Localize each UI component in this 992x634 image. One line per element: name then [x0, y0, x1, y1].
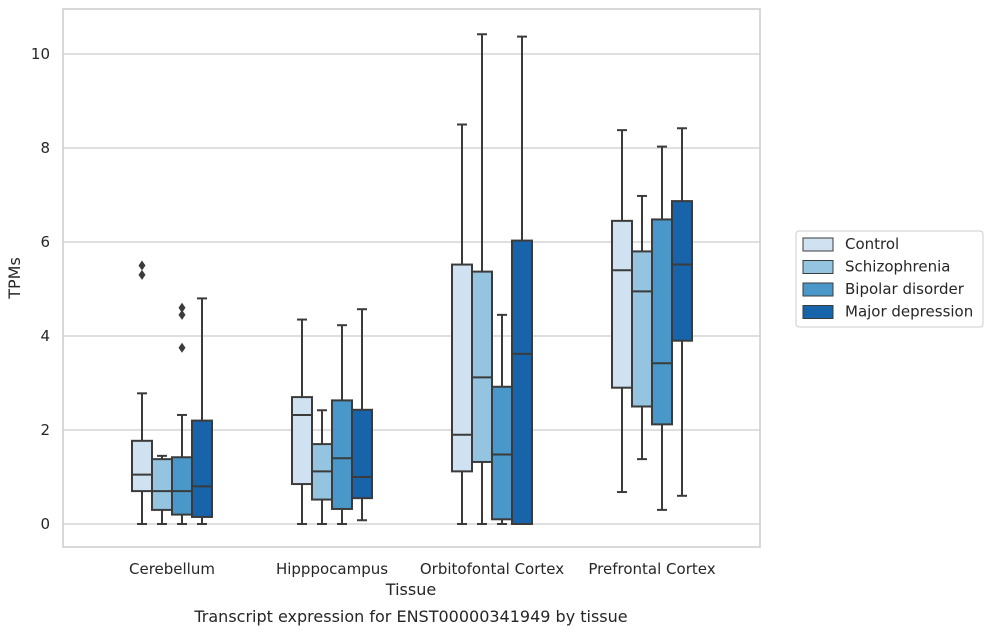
box-iqr — [131, 439, 153, 493]
chart-caption: Transcript expression for ENST0000034194… — [193, 607, 627, 626]
box-iqr — [471, 270, 493, 463]
plot-frame — [62, 8, 761, 548]
y-axis-title: TPMs — [5, 257, 24, 300]
box-iqr — [611, 219, 633, 389]
x-axis-title: Tissue — [385, 580, 436, 599]
box-major-depression — [671, 127, 693, 497]
box-major-depression — [511, 35, 533, 525]
box-schizophrenia — [631, 194, 653, 461]
y-tick-label: 10 — [31, 45, 50, 63]
legend-frame — [795, 230, 984, 328]
box-iqr — [451, 263, 473, 473]
outlier-point — [178, 302, 186, 313]
outlier-point — [178, 342, 186, 353]
legend-label: Schizophrenia — [845, 258, 950, 276]
x-tick-label: Hipppocampus — [276, 560, 388, 578]
outlier-point — [138, 260, 146, 271]
box-bipolar-disorder — [491, 313, 513, 525]
legend-label: Major depression — [845, 303, 973, 321]
box-bipolar-disorder — [331, 324, 353, 525]
box-schizophrenia — [151, 454, 173, 525]
y-tick-labels: 0 2 4 6 8 10 — [31, 45, 50, 533]
x-tick-label: Cerebellum — [129, 560, 215, 578]
box-iqr — [151, 458, 173, 511]
box-schizophrenia — [471, 33, 493, 525]
box-groups — [131, 33, 693, 525]
y-tick-label: 8 — [40, 139, 50, 157]
legend-swatch — [802, 282, 834, 297]
box-iqr — [171, 456, 193, 516]
box-bipolar-disorder — [651, 145, 673, 511]
outlier-point — [138, 269, 146, 280]
box-iqr — [191, 419, 213, 518]
legend-label: Control — [845, 235, 899, 253]
y-tick-label: 0 — [40, 515, 50, 533]
box-control — [451, 123, 473, 525]
box-iqr — [291, 396, 313, 486]
box-iqr — [351, 408, 373, 500]
y-tick-label: 6 — [40, 233, 50, 251]
box-major-depression — [351, 308, 373, 522]
y-tick-label: 2 — [40, 421, 50, 439]
y-tick-label: 4 — [40, 327, 50, 345]
legend-label: Bipolar disorder — [845, 280, 965, 298]
gridlines — [63, 53, 760, 525]
box-iqr — [631, 250, 653, 408]
box-control — [611, 129, 633, 494]
box-bipolar-disorder — [171, 302, 193, 525]
box-control — [131, 260, 153, 525]
x-tick-labels: Cerebellum Hipppocampus Orbitofontal Corte… — [129, 560, 716, 578]
x-tick-label: Orbitofontal Cortex — [420, 560, 564, 578]
box-iqr — [491, 385, 513, 521]
box-control — [291, 318, 313, 525]
legend-swatch — [802, 260, 834, 274]
legend: Control Schizophrenia Bipolar disorder Majo… — [795, 230, 984, 328]
legend-swatch — [802, 237, 834, 252]
box-iqr — [671, 200, 693, 342]
box-iqr — [331, 399, 353, 510]
box-major-depression — [191, 297, 213, 525]
box-schizophrenia — [311, 409, 333, 525]
x-tick-label: Prefrontal Cortex — [588, 560, 715, 578]
box-iqr — [651, 218, 673, 426]
outlier-point — [178, 309, 186, 320]
legend-swatch — [802, 305, 834, 319]
box-iqr — [511, 239, 533, 525]
